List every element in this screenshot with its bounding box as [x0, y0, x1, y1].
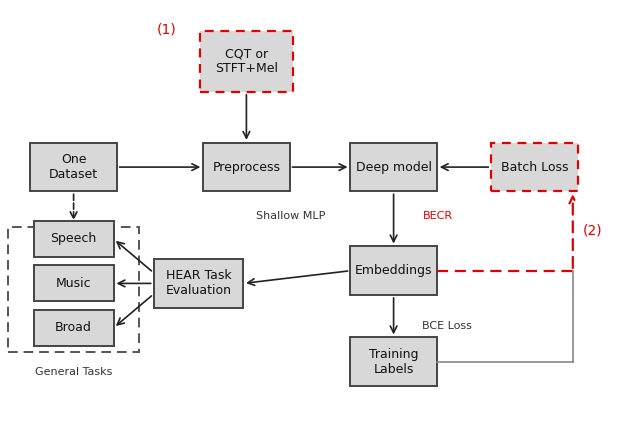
Text: Music: Music: [56, 277, 92, 290]
FancyBboxPatch shape: [31, 143, 116, 191]
FancyBboxPatch shape: [351, 143, 437, 191]
FancyBboxPatch shape: [351, 338, 437, 386]
FancyBboxPatch shape: [492, 143, 578, 191]
FancyBboxPatch shape: [351, 246, 437, 295]
Text: Deep model: Deep model: [356, 161, 431, 173]
Text: HEAR Task
Evaluation: HEAR Task Evaluation: [165, 269, 232, 297]
Text: BCE Loss: BCE Loss: [422, 321, 472, 331]
Text: (1): (1): [157, 22, 177, 37]
Text: General Tasks: General Tasks: [35, 367, 112, 377]
FancyBboxPatch shape: [34, 221, 114, 257]
FancyBboxPatch shape: [34, 266, 114, 301]
Text: Training
Labels: Training Labels: [369, 348, 419, 376]
FancyBboxPatch shape: [154, 259, 243, 308]
Text: Embeddings: Embeddings: [355, 264, 433, 277]
FancyBboxPatch shape: [204, 143, 290, 191]
Text: BECR: BECR: [422, 211, 452, 221]
Text: Batch Loss: Batch Loss: [500, 161, 568, 173]
Text: Broad: Broad: [55, 321, 92, 334]
Text: One
Dataset: One Dataset: [49, 153, 98, 181]
Text: Preprocess: Preprocess: [212, 161, 280, 173]
Text: (2): (2): [582, 223, 602, 238]
Text: Shallow MLP: Shallow MLP: [256, 211, 325, 221]
FancyBboxPatch shape: [34, 310, 114, 346]
FancyBboxPatch shape: [200, 31, 293, 92]
Text: Speech: Speech: [51, 233, 97, 245]
Text: CQT or
STFT+Mel: CQT or STFT+Mel: [215, 47, 278, 75]
